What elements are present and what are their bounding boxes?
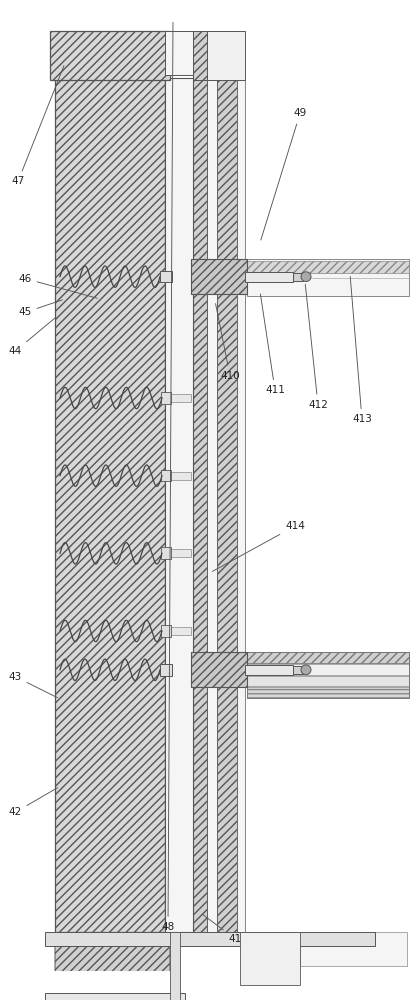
Text: 43: 43 (8, 672, 57, 698)
Bar (165, 31, 192, 75)
Bar (216, 78, 236, 932)
Text: 412: 412 (304, 284, 327, 410)
Text: 46: 46 (18, 274, 97, 298)
Bar (161, 547, 171, 559)
Bar (247, 261, 408, 273)
Text: 45: 45 (18, 300, 62, 317)
Bar (166, 627, 190, 635)
Text: 410: 410 (215, 304, 239, 381)
Bar (244, 272, 292, 282)
Text: 42: 42 (8, 788, 57, 817)
Text: 411: 411 (260, 294, 284, 395)
Bar (247, 652, 408, 698)
Text: 41: 41 (202, 914, 241, 944)
Text: 47: 47 (11, 66, 64, 186)
Bar (206, 78, 216, 932)
Bar (166, 549, 190, 557)
Bar (192, 31, 211, 80)
Bar (247, 259, 408, 296)
Bar (170, 932, 180, 1000)
Bar (247, 652, 408, 663)
Bar (299, 932, 406, 966)
Bar (50, 31, 170, 80)
Text: 48: 48 (161, 22, 174, 932)
Bar (166, 472, 190, 480)
Bar (244, 665, 292, 675)
Bar (190, 652, 247, 687)
Bar (45, 932, 374, 946)
Bar (45, 993, 185, 1000)
Bar (190, 259, 247, 294)
Bar (161, 470, 171, 481)
Polygon shape (55, 946, 170, 995)
Text: 44: 44 (8, 317, 56, 356)
Bar (55, 78, 165, 932)
Text: 414: 414 (212, 521, 304, 571)
Bar (166, 394, 190, 402)
Bar (247, 687, 408, 698)
Bar (240, 932, 299, 985)
Circle shape (300, 272, 310, 282)
Bar (192, 78, 206, 932)
Bar (165, 78, 192, 932)
Bar (292, 666, 302, 674)
Bar (159, 664, 171, 676)
Bar (247, 676, 408, 686)
Bar (161, 625, 171, 637)
Bar (236, 78, 244, 932)
Bar (161, 392, 171, 404)
Bar (206, 31, 244, 80)
Text: 49: 49 (260, 108, 306, 240)
Bar (247, 664, 408, 675)
Circle shape (300, 665, 310, 675)
Text: 413: 413 (349, 277, 371, 424)
Bar (292, 273, 302, 281)
Bar (159, 271, 171, 282)
